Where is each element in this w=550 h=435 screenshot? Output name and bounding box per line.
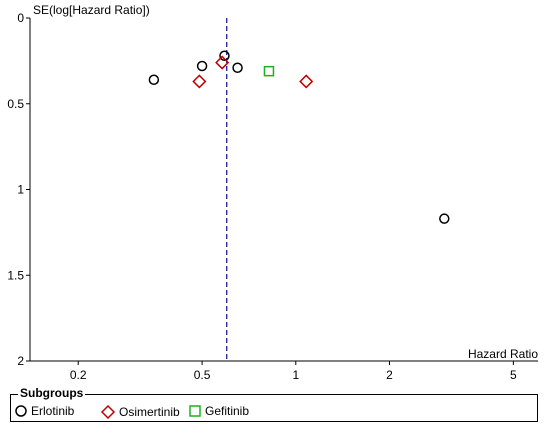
gefitinib-point: [263, 65, 275, 77]
y-tick-label: 1.5: [7, 268, 24, 282]
y-tick-label: 0: [17, 11, 24, 25]
osimertinib-point: [192, 74, 207, 89]
legend-item-gefitinib: Gefitinib: [188, 404, 249, 418]
erlotinib-point: [196, 60, 208, 72]
x-tick-label: 2: [386, 368, 393, 382]
circle-marker-icon: [15, 405, 27, 417]
x-tick-label: 0.5: [194, 368, 211, 382]
legend-item-osimertinib: Osimertinib: [100, 404, 180, 420]
x-tick-label: 5: [510, 368, 517, 382]
erlotinib-point: [232, 62, 243, 73]
y-tick-label: 1: [17, 183, 24, 197]
legend-item-erlotinib: Erlotinib: [14, 404, 74, 418]
erlotinib-point: [148, 74, 160, 85]
legend-label-erlotinib: Erlotinib: [31, 404, 75, 418]
legend-label-osimertinib: Osimertinib: [119, 405, 180, 419]
x-tick-label: 0.2: [70, 368, 87, 382]
legend-box: [10, 394, 538, 422]
y-axis-label: SE(log[Hazard Ratio]): [33, 3, 150, 17]
diamond-marker-icon: [100, 404, 116, 420]
erlotinib-point: [219, 50, 230, 61]
axes: 0 0.5 1 1.5 2 0.2 0.5 1 2 5: [7, 11, 538, 382]
legend-label-gefitinib: Gefitinib: [205, 404, 250, 418]
legend-title: Subgroups: [18, 386, 86, 400]
y-tick-label: 0.5: [7, 97, 24, 111]
osimertinib-point: [299, 74, 314, 89]
osimertinib-point: [215, 55, 230, 70]
square-marker-icon: [189, 405, 201, 417]
y-tick-label: 2: [17, 354, 24, 368]
x-tick-label: 1: [292, 368, 299, 382]
x-axis-label: Hazard Ratio: [468, 347, 538, 361]
erlotinib-point: [439, 213, 450, 224]
data-points: [148, 50, 450, 224]
